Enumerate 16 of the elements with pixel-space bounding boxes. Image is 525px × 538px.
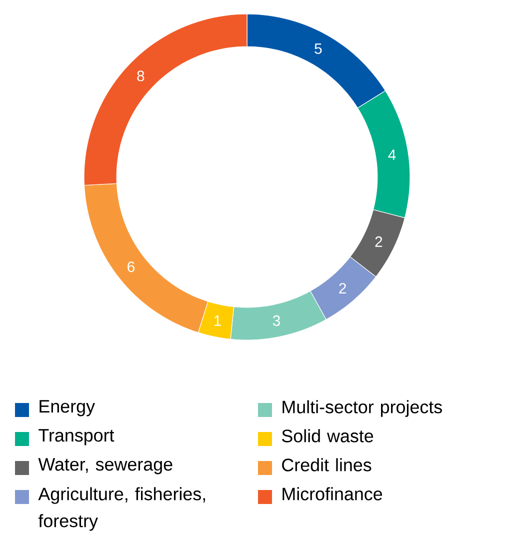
legend-label: Energy (40, 400, 95, 416)
legend-label: Credit lines (282, 458, 372, 472)
legend-label: Solid waste (282, 429, 374, 442)
legend-label: Microfinance (282, 487, 382, 500)
legend-label: Water, sewerage (38, 458, 172, 474)
legend-label: Transport (38, 429, 114, 446)
data-label: 5 (314, 44, 322, 54)
data-label: 6 (128, 261, 134, 272)
data-label: 2 (339, 283, 346, 294)
data-label: 4 (388, 150, 396, 160)
legend-label: Agriculture, fisheries, forestry (38, 487, 205, 531)
data-label: 2 (375, 236, 382, 247)
data-label: 3 (272, 315, 280, 326)
data-label: 8 (137, 70, 144, 82)
legend-label: Multi-sector projects (282, 400, 442, 417)
data-label: 1 (214, 316, 221, 326)
